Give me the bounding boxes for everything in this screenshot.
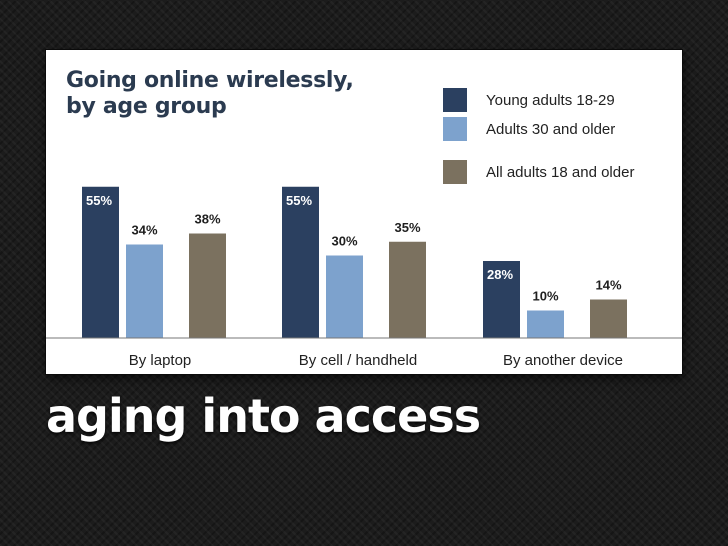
bar-other-all (590, 299, 627, 338)
value-label-cell-adults30: 30% (331, 234, 357, 249)
chart-image: Going online wirelessly, by age group 55… (46, 50, 682, 374)
value-label-cell-young: 55% (286, 193, 312, 208)
bar-other-adults30 (527, 310, 564, 338)
bar-laptop-all (189, 233, 226, 338)
chart-title-line-1: Going online wirelessly, (66, 68, 354, 93)
category-label-laptop: By laptop (129, 352, 192, 369)
value-label-other-young: 28% (487, 267, 513, 282)
value-label-other-all: 14% (595, 278, 621, 293)
value-label-other-adults30: 10% (532, 289, 558, 304)
chart-title: Going online wirelessly, by age group (66, 68, 354, 120)
bar-chart: 55% 55% 28% 34% 30% 10% 38% 35% 14% By laptop By c… (46, 88, 682, 369)
value-label-laptop-all: 38% (194, 212, 220, 227)
bar-cell-adults30 (326, 255, 363, 338)
legend-label-young: Young adults 18-29 (486, 92, 615, 109)
slide-caption: aging into access (46, 389, 481, 443)
category-label-cell: By cell / handheld (299, 352, 417, 369)
value-label-cell-all: 35% (394, 220, 420, 235)
value-label-laptop-young: 55% (86, 193, 112, 208)
bar-other-young (483, 261, 520, 338)
legend-label-adults30: Adults 30 and older (486, 121, 615, 138)
bar-cell-all (389, 241, 426, 338)
legend-label-all: All adults 18 and older (486, 164, 634, 181)
legend-swatch-young (443, 88, 467, 112)
legend-swatch-all (443, 160, 467, 184)
value-label-laptop-adults30: 34% (131, 223, 157, 238)
legend-swatch-adults30 (443, 117, 467, 141)
bar-laptop-adults30 (126, 244, 163, 338)
chart-title-line-2: by age group (66, 94, 227, 119)
category-label-other: By another device (503, 352, 623, 369)
bar-cell-young (282, 186, 319, 338)
bar-laptop-young (82, 186, 119, 338)
